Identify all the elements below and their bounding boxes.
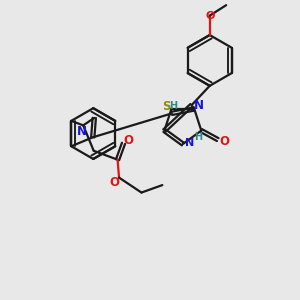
Text: O: O <box>205 11 214 21</box>
Text: N: N <box>185 137 194 148</box>
Text: N: N <box>194 99 204 112</box>
Text: O: O <box>110 176 120 189</box>
Text: H: H <box>194 133 202 142</box>
Text: N: N <box>77 125 87 138</box>
Text: H: H <box>169 101 177 111</box>
Text: O: O <box>123 134 133 147</box>
Text: O: O <box>219 135 229 148</box>
Text: S: S <box>162 100 170 113</box>
